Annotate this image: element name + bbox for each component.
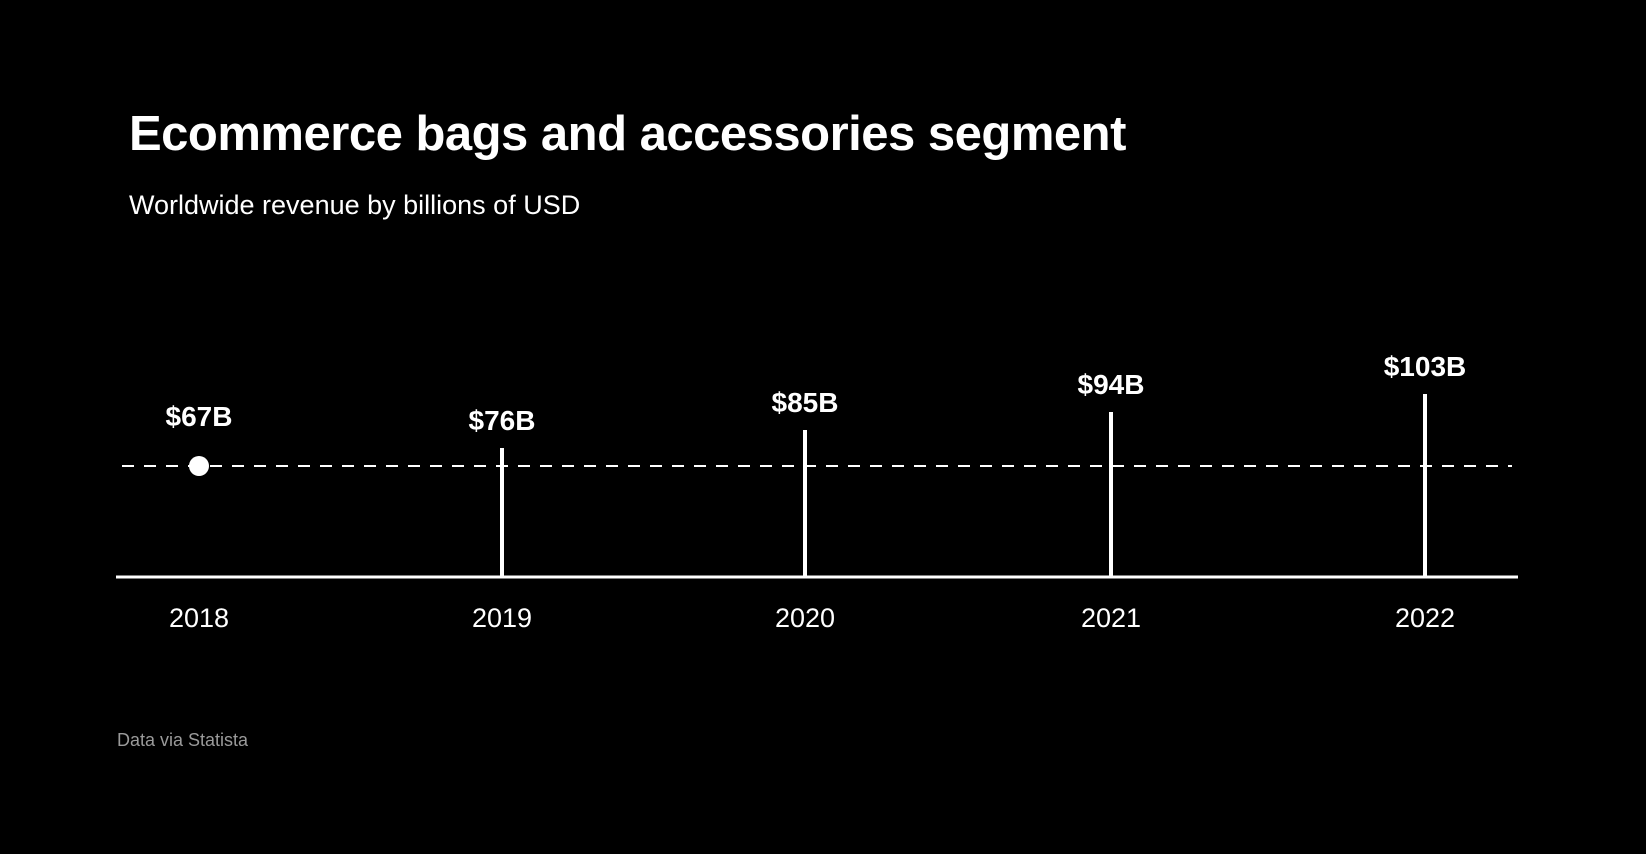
x-tick-label-2020: 2020 — [775, 603, 835, 633]
chart-title: Ecommerce bags and accessories segment — [129, 107, 1126, 161]
value-label-2022: $103B — [1384, 351, 1467, 382]
value-labels-group: $67B $76B $85B $94B $103B — [166, 351, 1467, 436]
bar-marker-2018 — [189, 456, 209, 476]
value-label-2021: $94B — [1078, 369, 1145, 400]
chart-subtitle: Worldwide revenue by billions of USD — [129, 190, 581, 220]
x-tick-label-2021: 2021 — [1081, 603, 1141, 633]
value-label-2019: $76B — [469, 405, 536, 436]
value-label-2020: $85B — [772, 387, 839, 418]
data-source-note: Data via Statista — [117, 730, 249, 750]
x-tick-label-2019: 2019 — [472, 603, 532, 633]
bars-group — [189, 394, 1427, 577]
x-tick-label-2018: 2018 — [169, 603, 229, 633]
value-label-2018: $67B — [166, 401, 233, 432]
x-tick-label-2022: 2022 — [1395, 603, 1455, 633]
x-tick-labels-group: 2018 2019 2020 2021 2022 — [169, 603, 1455, 633]
